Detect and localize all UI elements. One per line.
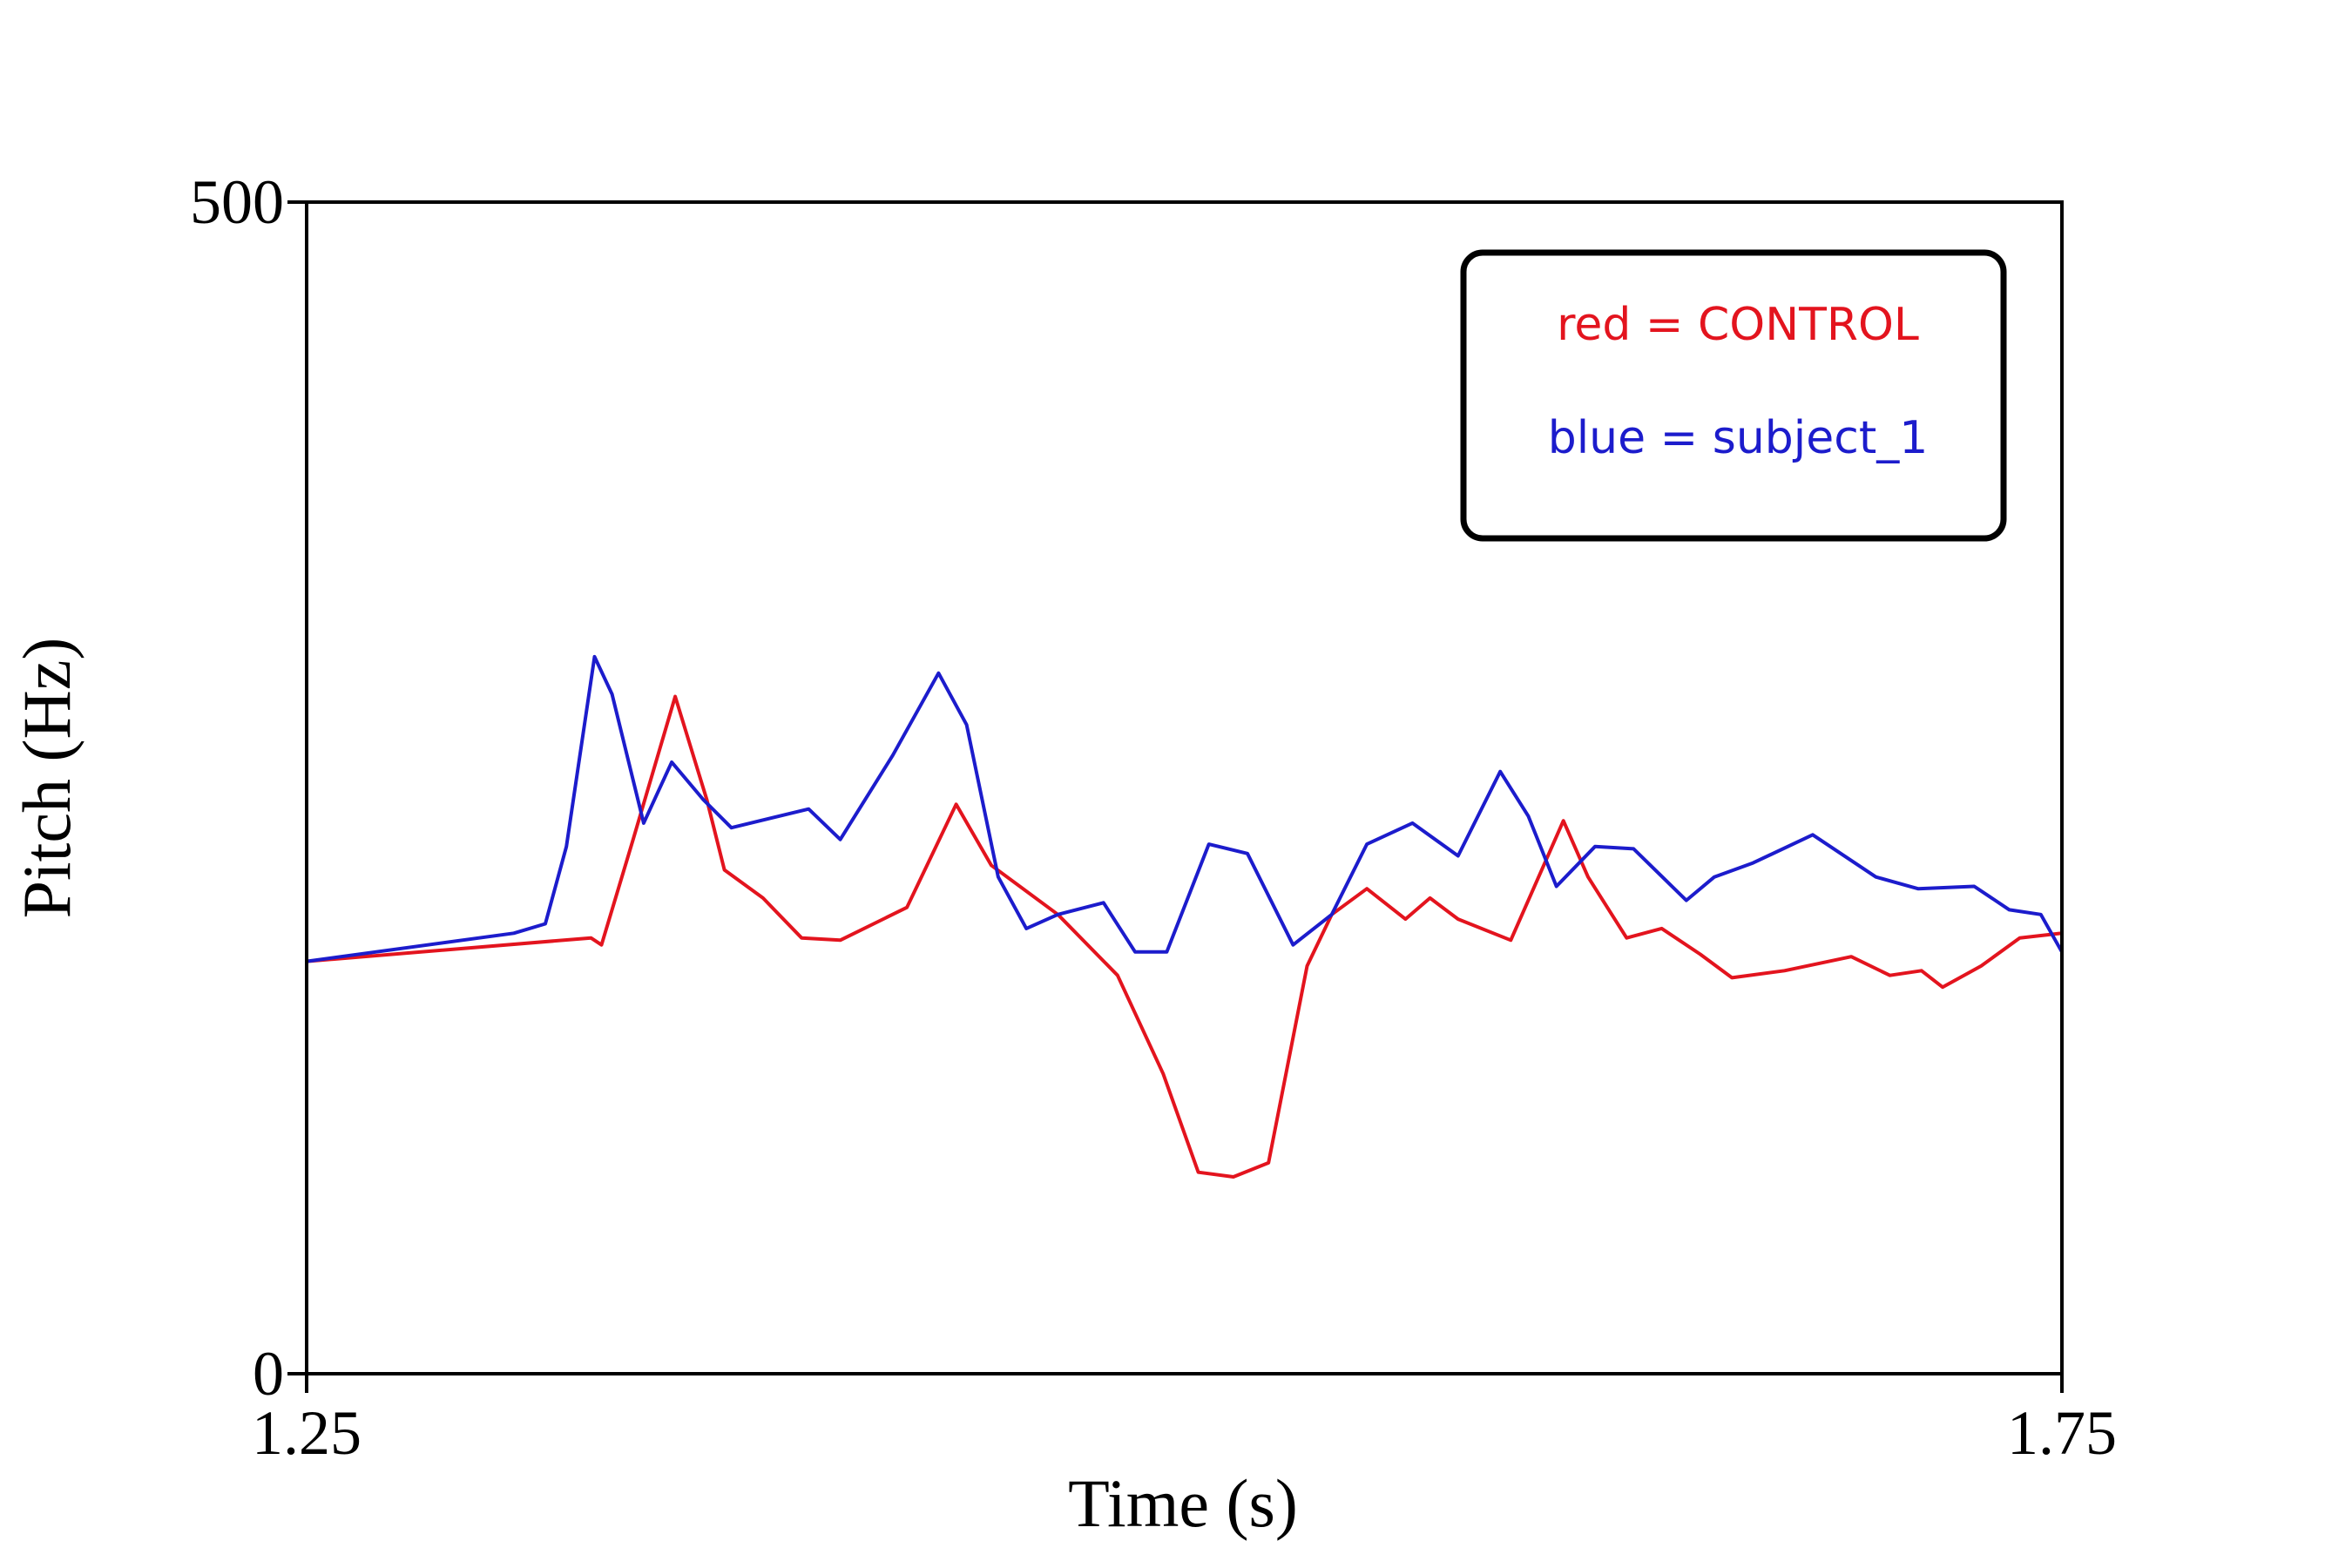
series-line — [305, 654, 2064, 963]
legend-entry: red = CONTROL — [1557, 299, 1919, 351]
x-tick-label: 1.75 — [2007, 1398, 2117, 1468]
plot-frame — [305, 200, 2064, 1375]
x-tick-label: 1.25 — [252, 1398, 362, 1468]
legend-box — [1460, 249, 2007, 542]
x-axis-label: Time (s) — [1068, 1465, 1298, 1541]
legend-entry: blue = subject_1 — [1548, 412, 1929, 464]
y-tick-label: 500 — [190, 167, 284, 237]
y-axis-label: Pitch (Hz) — [9, 638, 84, 919]
y-tick-label: 0 — [253, 1339, 284, 1409]
series-line — [305, 694, 2064, 1179]
